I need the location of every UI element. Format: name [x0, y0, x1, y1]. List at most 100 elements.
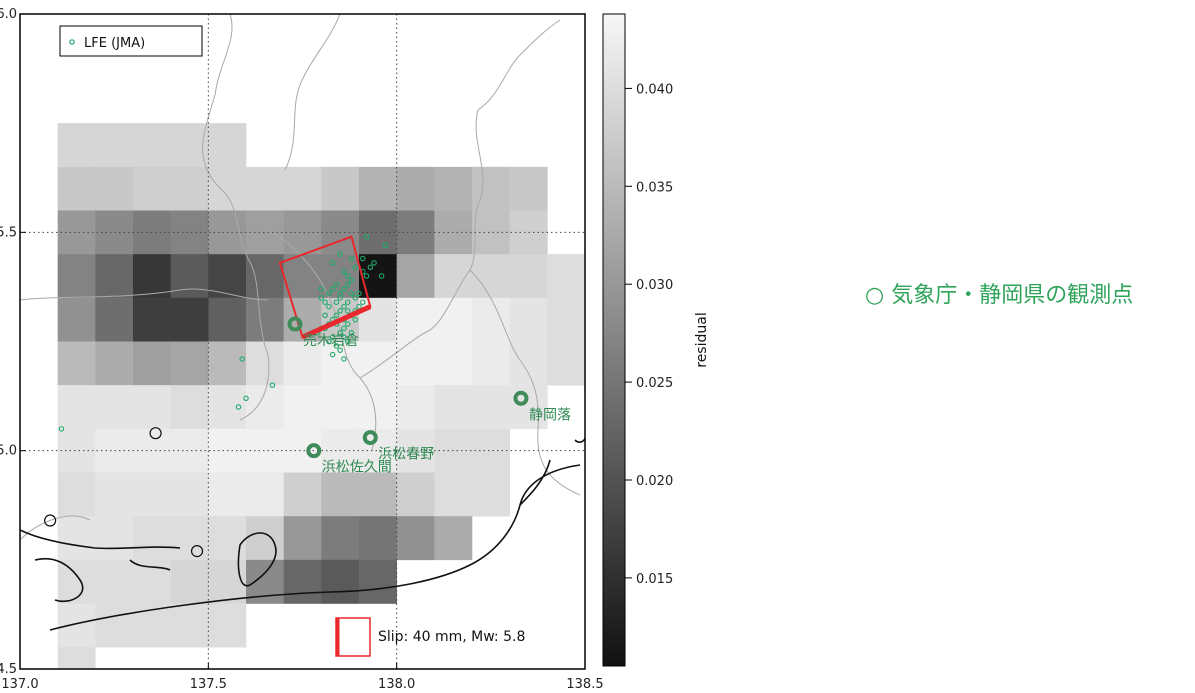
heatmap-cell [133, 472, 171, 517]
lfe-point [371, 260, 377, 266]
residual-grid [57, 123, 585, 669]
heatmap-cell [359, 210, 397, 255]
lfe-point [341, 334, 347, 340]
colorbar-tick-label: 0.030 [636, 278, 673, 293]
heatmap-cell [283, 341, 322, 386]
scale-label: Slip: 40 mm, Mw: 5.8 [378, 629, 525, 645]
heatmap-cell [283, 166, 322, 211]
heatmap-cell [208, 385, 247, 430]
lfe-point [333, 299, 340, 305]
heatmap-cell [321, 166, 360, 211]
heatmap-cell [509, 254, 548, 299]
heatmap-cell [472, 166, 510, 211]
lfe-point [58, 426, 65, 432]
heatmap-cell [57, 428, 96, 473]
heatmap-cell [208, 603, 247, 648]
heatmap-cell [246, 297, 284, 342]
heatmap-cell [472, 210, 510, 255]
plot-frame [19, 13, 586, 670]
heatmap-cell [283, 559, 322, 604]
lfe-point [352, 264, 358, 271]
lfe-point [235, 404, 242, 410]
grid-lines [20, 14, 585, 669]
heatmap-cell [133, 385, 171, 430]
heatmap-cell [396, 166, 435, 211]
heatmap-cell [95, 123, 134, 168]
heatmap-cell [57, 472, 96, 517]
heatmap-cell [509, 341, 548, 386]
colorbar-label: residual [694, 312, 710, 367]
heatmap-cell [170, 210, 209, 255]
x-tick-label: 138.0 [378, 677, 415, 692]
station-label: 浜松春野 [378, 447, 434, 463]
lfe-point [382, 242, 389, 249]
heatmap-cell [170, 559, 209, 604]
lfe-point [326, 338, 332, 345]
heatmap-cell [208, 297, 247, 342]
colorbar-ticks: 0.015 0.020 0.025 0.030 0.035 0.040 [625, 82, 673, 587]
other-sites [44, 427, 204, 558]
x-tick-label: 137.5 [190, 677, 227, 692]
heatmap-cell [170, 166, 209, 211]
lfe-point [337, 330, 343, 336]
heatmap-cell [434, 472, 473, 517]
heatmap-cell [170, 297, 209, 342]
prefecture-boundary [284, 14, 341, 171]
heatmap-cell [208, 123, 247, 168]
lfe-point [344, 273, 351, 279]
heatmap-cell [133, 341, 171, 386]
colorbar-tick-label: 0.040 [636, 82, 673, 97]
heatmap-cell [246, 516, 284, 561]
lfe-point [326, 290, 332, 297]
lfe-point [341, 325, 347, 332]
heatmap-cell [396, 472, 435, 517]
lfe-point [337, 347, 343, 353]
y-tick-label: 34.5 [0, 662, 17, 677]
heatmap-cell [283, 516, 322, 561]
lfe-point [367, 264, 374, 271]
heatmap-cell [396, 516, 435, 561]
other-site-marker [149, 427, 162, 440]
heatmap-cell [208, 516, 247, 561]
heatmap-cell [547, 254, 585, 299]
lfe-point [333, 312, 340, 319]
other-site-marker [44, 514, 57, 527]
station-marker [287, 316, 303, 332]
heatmap-cell [170, 385, 209, 430]
heatmap-cell [359, 559, 397, 604]
colorbar-tick-label: 0.035 [636, 180, 673, 195]
lfe-point [344, 299, 351, 305]
legend: LFE (JMA) [59, 25, 203, 57]
lfe-point [329, 351, 336, 358]
lfe-point [341, 286, 347, 292]
heatmap-cell [170, 254, 209, 299]
lfe-points [58, 233, 389, 432]
heatmap-cell [396, 341, 435, 386]
lfe-point [318, 295, 325, 301]
heatmap-cell [95, 341, 134, 386]
lfe-point [326, 303, 332, 310]
lfe-point [363, 233, 370, 240]
heatmap-cell [95, 472, 134, 517]
heatmap-cell [359, 166, 397, 211]
colorbar-bar [602, 13, 626, 667]
heatmap-cell [472, 428, 510, 473]
x-tick-label: 138.5 [566, 677, 603, 692]
heatmap-cell [57, 559, 96, 604]
scale-fault-box [335, 617, 371, 657]
lfe-point [352, 295, 358, 301]
y-axis: 34.5 35.0 35.5 36.0 [0, 7, 26, 677]
station-marker [513, 390, 529, 406]
lfe-point [318, 286, 325, 292]
heatmap-cell [246, 341, 284, 386]
station-label: 静岡落 [529, 407, 571, 423]
heatmap-cell [133, 297, 171, 342]
lfe-point [348, 255, 355, 262]
station-marker [362, 430, 378, 446]
heatmap-cell [95, 385, 134, 430]
lfe-point [344, 308, 351, 314]
heatmap-cell [434, 297, 473, 342]
heatmap-cell [57, 166, 96, 211]
heatmap-cell [95, 254, 134, 299]
heatmap-cell [246, 254, 284, 299]
